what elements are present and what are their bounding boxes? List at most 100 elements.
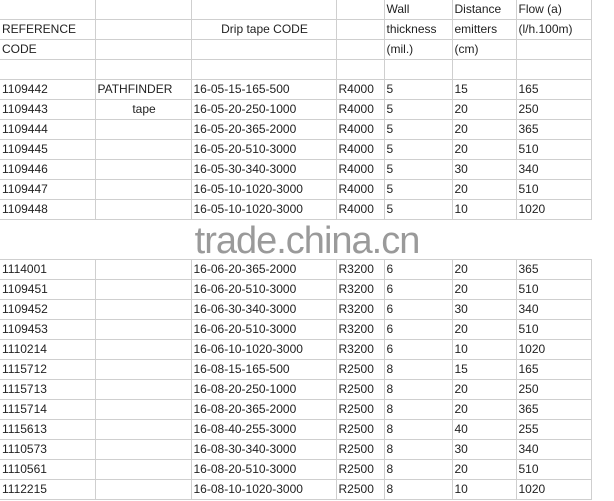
cell: Flow (a) xyxy=(516,0,592,20)
cell xyxy=(452,59,517,80)
cell: 1115712 xyxy=(0,359,96,380)
cell: 1109448 xyxy=(0,199,96,220)
table-row: 1110573 16-08-30-340-3000 R2500 8 30 340 xyxy=(0,439,592,460)
cell: 16-06-10-1020-3000 xyxy=(191,339,337,360)
cell: 165 xyxy=(516,79,592,100)
cell: 365 xyxy=(516,119,592,140)
cell xyxy=(191,0,337,20)
cell xyxy=(0,59,96,80)
cell: R4000 xyxy=(336,99,385,120)
cell: 340 xyxy=(516,439,592,460)
cell: 1109444 xyxy=(0,119,96,140)
cell: 10 xyxy=(452,199,517,220)
cell xyxy=(336,0,385,20)
cell: 20 xyxy=(452,319,517,340)
cell: 8 xyxy=(384,379,453,400)
table-row: 1109446 16-05-30-340-3000 R4000 5 30 340 xyxy=(0,159,592,180)
cell: 5 xyxy=(384,159,453,180)
cell xyxy=(95,59,192,80)
cell: 250 xyxy=(516,379,592,400)
cell: 16-06-20-365-2000 xyxy=(191,259,337,280)
cell xyxy=(0,0,96,20)
cell xyxy=(95,379,192,400)
cell: thickness xyxy=(384,19,453,40)
cell: R4000 xyxy=(336,199,385,220)
cell xyxy=(191,39,337,60)
cell: 20 xyxy=(452,399,517,420)
cell: 16-06-30-340-3000 xyxy=(191,299,337,320)
cell: 365 xyxy=(516,399,592,420)
cell: 510 xyxy=(516,179,592,200)
cell: R4000 xyxy=(336,119,385,140)
cell: R2500 xyxy=(336,419,385,440)
table-row: 1110561 16-08-20-510-3000 R2500 8 20 510 xyxy=(0,459,592,480)
cell: 1110214 xyxy=(0,339,96,360)
cell: 1115713 xyxy=(0,379,96,400)
table-row: 1112215 16-08-10-1020-3000 R2500 8 10 1020 xyxy=(0,479,592,500)
cell: Wall xyxy=(384,0,453,20)
table-row: 1109452 16-06-30-340-3000 R3200 6 30 340 xyxy=(0,299,592,320)
cell xyxy=(95,279,192,300)
cell xyxy=(95,299,192,320)
cell: 8 xyxy=(384,459,453,480)
cell: R2500 xyxy=(336,359,385,380)
cell: 5 xyxy=(384,79,453,100)
cell: R2500 xyxy=(336,439,385,460)
cell: 16-08-20-250-1000 xyxy=(191,379,337,400)
cell: 20 xyxy=(452,99,517,120)
cell: 30 xyxy=(452,299,517,320)
cell: R2500 xyxy=(336,399,385,420)
cell: 8 xyxy=(384,439,453,460)
cell: 165 xyxy=(516,359,592,380)
cell: 5 xyxy=(384,179,453,200)
cell: 1020 xyxy=(516,479,592,500)
cell: 8 xyxy=(384,419,453,440)
cell xyxy=(95,0,192,20)
table-row: 1109444 16-05-20-365-2000 R4000 5 20 365 xyxy=(0,119,592,140)
cell: R4000 xyxy=(336,159,385,180)
cell: 6 xyxy=(384,279,453,300)
cell: R4000 xyxy=(336,179,385,200)
drip-tape-table: Wall Distance Flow (a) REFERENCE Drip tape C… xyxy=(0,0,592,500)
cell: 10 xyxy=(452,339,517,360)
cell: 1109445 xyxy=(0,139,96,160)
cell: 5 xyxy=(384,199,453,220)
cell: R4000 xyxy=(336,139,385,160)
cell: 10 xyxy=(452,479,517,500)
header-row: CODE (mil.) (cm) xyxy=(0,39,592,60)
cell: 16-08-15-165-500 xyxy=(191,359,337,380)
cell: 40 xyxy=(452,419,517,440)
cell: REFERENCE xyxy=(0,19,96,40)
table-row: 1109447 16-05-10-1020-3000 R4000 5 20 510 xyxy=(0,179,592,200)
cell: 16-05-20-510-3000 xyxy=(191,139,337,160)
cell: 20 xyxy=(452,459,517,480)
cell: 6 xyxy=(384,299,453,320)
table-row: 1114001 16-06-20-365-2000 R3200 6 20 365 xyxy=(0,259,592,280)
cell: 15 xyxy=(452,359,517,380)
table-row: 1109445 16-05-20-510-3000 R4000 5 20 510 xyxy=(0,139,592,160)
cell: R2500 xyxy=(336,459,385,480)
cell: 1110561 xyxy=(0,459,96,480)
cell: 6 xyxy=(384,339,453,360)
cell: 5 xyxy=(384,139,453,160)
cell: 250 xyxy=(516,99,592,120)
table-row: 1110214 16-06-10-1020-3000 R3200 6 10 1020 xyxy=(0,339,592,360)
cell: Distance xyxy=(452,0,517,20)
cell: 365 xyxy=(516,259,592,280)
cell: 255 xyxy=(516,419,592,440)
cell: 16-08-40-255-3000 xyxy=(191,419,337,440)
cell: 1109447 xyxy=(0,179,96,200)
cell: 16-05-10-1020-3000 xyxy=(191,199,337,220)
cell: 20 xyxy=(452,259,517,280)
cell: R3200 xyxy=(336,279,385,300)
table-row: 1115613 16-08-40-255-3000 R2500 8 40 255 xyxy=(0,419,592,440)
cell: 16-05-20-250-1000 xyxy=(191,99,337,120)
cell xyxy=(516,39,592,60)
cell: PATHFINDER xyxy=(95,79,192,100)
cell: (cm) xyxy=(452,39,517,60)
cell xyxy=(336,19,385,40)
cell xyxy=(95,159,192,180)
cell: 30 xyxy=(452,439,517,460)
cell xyxy=(95,19,192,40)
cell: (l/h.100m) xyxy=(516,19,592,40)
